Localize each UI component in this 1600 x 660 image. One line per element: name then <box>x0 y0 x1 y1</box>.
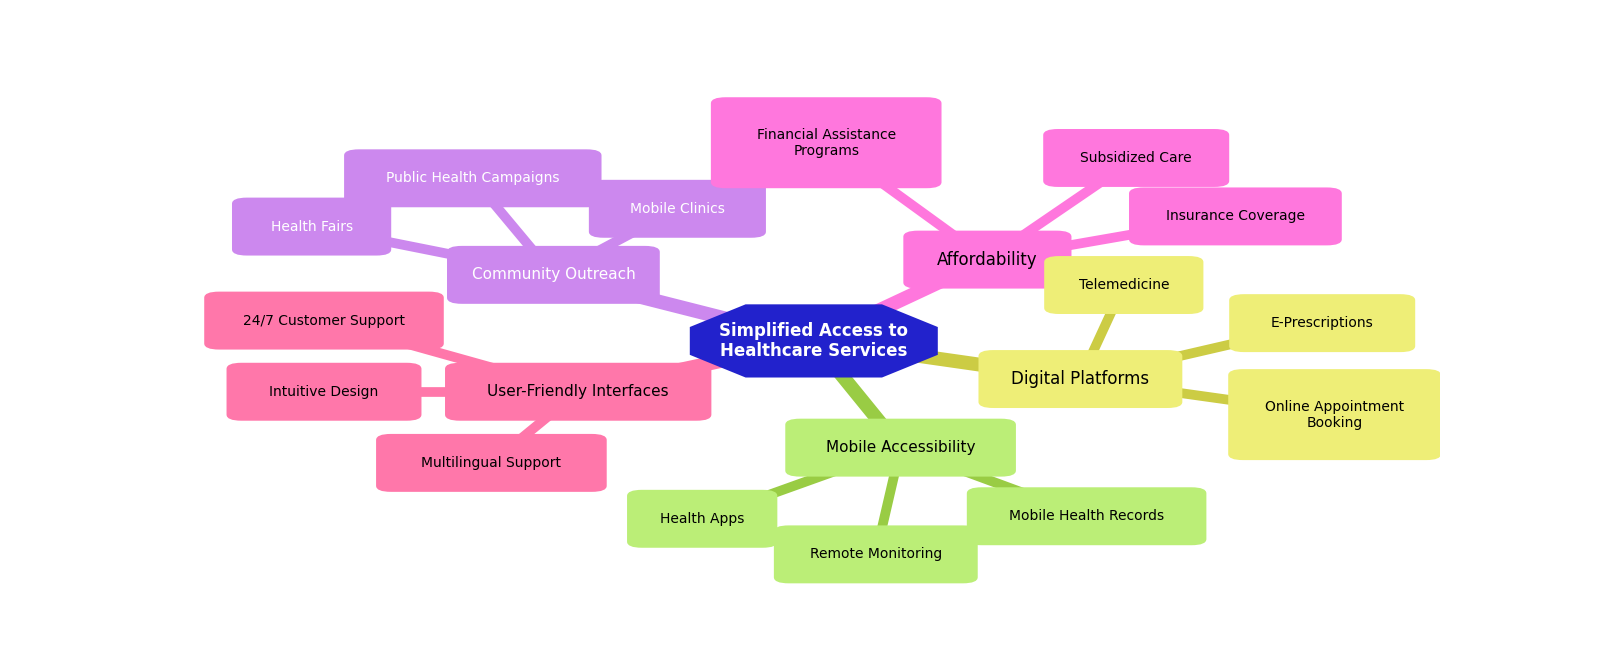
FancyBboxPatch shape <box>1229 369 1442 460</box>
FancyBboxPatch shape <box>227 363 421 420</box>
FancyBboxPatch shape <box>1229 294 1416 352</box>
Polygon shape <box>690 304 938 378</box>
FancyBboxPatch shape <box>376 434 606 492</box>
Text: Financial Assistance
Programs: Financial Assistance Programs <box>757 127 896 158</box>
Text: Community Outreach: Community Outreach <box>472 267 635 282</box>
FancyBboxPatch shape <box>1043 129 1229 187</box>
FancyBboxPatch shape <box>774 525 978 583</box>
FancyBboxPatch shape <box>589 180 766 238</box>
Text: Online Appointment
Booking: Online Appointment Booking <box>1266 399 1405 430</box>
Text: Simplified Access to
Healthcare Services: Simplified Access to Healthcare Services <box>720 321 909 360</box>
FancyBboxPatch shape <box>627 490 778 548</box>
FancyBboxPatch shape <box>446 246 659 304</box>
Text: Intuitive Design: Intuitive Design <box>269 385 379 399</box>
FancyBboxPatch shape <box>786 418 1016 477</box>
FancyBboxPatch shape <box>904 230 1072 288</box>
Text: Health Fairs: Health Fairs <box>270 220 352 234</box>
Text: Insurance Coverage: Insurance Coverage <box>1166 209 1306 224</box>
FancyBboxPatch shape <box>1130 187 1342 246</box>
Text: E-Prescriptions: E-Prescriptions <box>1270 316 1373 330</box>
Text: User-Friendly Interfaces: User-Friendly Interfaces <box>488 384 669 399</box>
Text: Multilingual Support: Multilingual Support <box>421 456 562 470</box>
Text: Digital Platforms: Digital Platforms <box>1011 370 1149 388</box>
FancyBboxPatch shape <box>1045 256 1203 314</box>
FancyBboxPatch shape <box>445 363 712 420</box>
Text: Health Apps: Health Apps <box>661 512 744 526</box>
Text: Affordability: Affordability <box>938 251 1038 269</box>
FancyBboxPatch shape <box>232 197 392 255</box>
FancyBboxPatch shape <box>710 97 941 188</box>
Text: Mobile Accessibility: Mobile Accessibility <box>826 440 976 455</box>
FancyBboxPatch shape <box>966 487 1206 545</box>
Text: Mobile Health Records: Mobile Health Records <box>1010 510 1165 523</box>
Text: Mobile Clinics: Mobile Clinics <box>630 202 725 216</box>
FancyBboxPatch shape <box>344 149 602 207</box>
Text: 24/7 Customer Support: 24/7 Customer Support <box>243 314 405 327</box>
FancyBboxPatch shape <box>205 292 443 350</box>
Text: Remote Monitoring: Remote Monitoring <box>810 547 942 562</box>
Text: Public Health Campaigns: Public Health Campaigns <box>386 172 560 185</box>
Text: Subsidized Care: Subsidized Care <box>1080 151 1192 165</box>
Text: Telemedicine: Telemedicine <box>1078 278 1170 292</box>
FancyBboxPatch shape <box>979 350 1182 408</box>
